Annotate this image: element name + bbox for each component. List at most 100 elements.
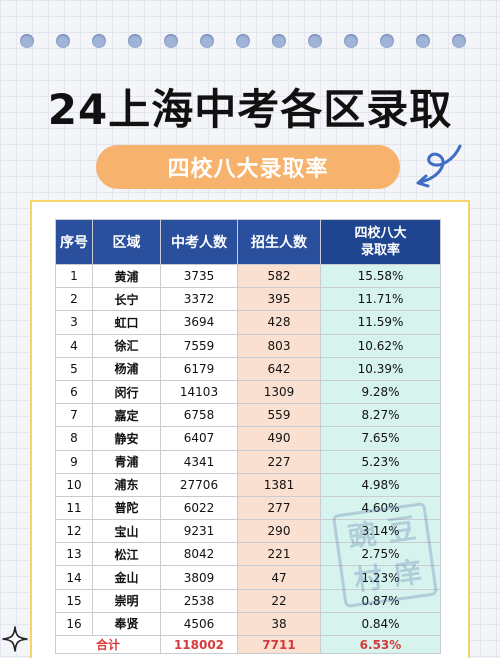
row-index: 1 <box>55 263 93 289</box>
row-district: 杨浦 <box>92 356 161 381</box>
total-row: 合计 118002 7711 6.53% <box>55 635 441 654</box>
row-enroll-count: 221 <box>237 542 321 567</box>
table-row: 9 青浦 4341 227 5.23% <box>55 449 441 474</box>
row-rate: 9.28% <box>320 379 441 405</box>
table-row: 12 宝山 9231 290 3.14% <box>55 519 441 544</box>
page-title: 24上海中考各区录取 <box>47 85 453 134</box>
row-district: 松江 <box>92 542 161 567</box>
row-rate: 15.58% <box>320 263 441 289</box>
row-rate: 8.27% <box>320 403 441 428</box>
row-district: 黄浦 <box>92 263 161 289</box>
total-rate: 6.53% <box>320 635 441 654</box>
row-exam-count: 6407 <box>160 426 238 451</box>
table-row: 6 闵行 14103 1309 9.28% <box>55 379 441 405</box>
row-district: 闵行 <box>92 379 161 405</box>
row-enroll-count: 290 <box>237 519 321 544</box>
binder-hole <box>380 34 394 48</box>
row-enroll-count: 1381 <box>237 472 321 497</box>
row-index: 7 <box>55 403 93 428</box>
row-rate: 0.87% <box>320 588 441 613</box>
binder-hole <box>164 34 178 48</box>
row-district: 嘉定 <box>92 403 161 428</box>
row-district: 奉贤 <box>92 611 161 637</box>
row-rate: 2.75% <box>320 542 441 567</box>
row-district: 徐汇 <box>92 333 161 358</box>
binder-hole <box>272 34 286 48</box>
row-exam-count: 4506 <box>160 611 238 637</box>
row-rate: 4.60% <box>320 495 441 521</box>
row-enroll-count: 277 <box>237 495 321 521</box>
binder-hole <box>92 34 106 48</box>
table-row: 13 松江 8042 221 2.75% <box>55 542 441 567</box>
table-row: 14 金山 3809 47 1.23% <box>55 565 441 590</box>
row-rate: 11.71% <box>320 287 441 312</box>
row-exam-count: 6758 <box>160 403 238 428</box>
row-index: 2 <box>55 287 93 312</box>
row-exam-count: 8042 <box>160 542 238 567</box>
row-exam-count: 9231 <box>160 519 238 544</box>
table-row: 15 崇明 2538 22 0.87% <box>55 588 441 613</box>
row-district: 浦东 <box>92 472 161 497</box>
row-exam-count: 7559 <box>160 333 238 358</box>
row-exam-count: 3694 <box>160 310 238 335</box>
row-rate: 0.84% <box>320 611 441 637</box>
row-index: 13 <box>55 542 93 567</box>
header-district: 区域 <box>92 219 161 265</box>
table-row: 7 嘉定 6758 559 8.27% <box>55 403 441 428</box>
row-index: 6 <box>55 379 93 405</box>
header-rate-text: 四校八大 录取率 <box>354 226 407 258</box>
row-enroll-count: 559 <box>237 403 321 428</box>
table-row: 3 虹口 3694 428 11.59% <box>55 310 441 335</box>
subtitle-text: 四校八大录取率 <box>167 157 329 182</box>
table-row: 2 长宁 3372 395 11.71% <box>55 287 441 312</box>
row-district: 青浦 <box>92 449 161 474</box>
row-enroll-count: 395 <box>237 287 321 312</box>
binder-hole <box>308 34 322 48</box>
row-rate: 1.23% <box>320 565 441 590</box>
row-district: 崇明 <box>92 588 161 613</box>
table-header-row: 序号 区域 中考人数 招生人数 四校八大 录取率 <box>55 219 441 265</box>
table-row: 1 黄浦 3735 582 15.58% <box>55 263 441 289</box>
row-rate: 11.59% <box>320 310 441 335</box>
row-exam-count: 27706 <box>160 472 238 497</box>
subtitle-banner: 四校八大录取率 <box>96 145 400 189</box>
row-index: 3 <box>55 310 93 335</box>
row-exam-count: 6022 <box>160 495 238 521</box>
row-district: 静安 <box>92 426 161 451</box>
row-rate: 10.39% <box>320 356 441 381</box>
row-index: 15 <box>55 588 93 613</box>
row-exam-count: 2538 <box>160 588 238 613</box>
table-row: 10 浦东 27706 1381 4.98% <box>55 472 441 497</box>
row-enroll-count: 47 <box>237 565 321 590</box>
binder-hole <box>416 34 430 48</box>
row-exam-count: 3372 <box>160 287 238 312</box>
binder-hole <box>56 34 70 48</box>
binder-hole <box>200 34 214 48</box>
row-exam-count: 14103 <box>160 379 238 405</box>
table-row: 16 奉贤 4506 38 0.84% <box>55 611 441 637</box>
row-index: 9 <box>55 449 93 474</box>
row-rate: 10.62% <box>320 333 441 358</box>
row-index: 5 <box>55 356 93 381</box>
row-index: 16 <box>55 611 93 637</box>
table-row: 8 静安 6407 490 7.65% <box>55 426 441 451</box>
binder-holes <box>20 34 480 54</box>
total-exam-count: 118002 <box>160 635 238 654</box>
row-district: 金山 <box>92 565 161 590</box>
total-enroll-count: 7711 <box>237 635 321 654</box>
row-exam-count: 3735 <box>160 263 238 289</box>
row-district: 普陀 <box>92 495 161 521</box>
row-district: 宝山 <box>92 519 161 544</box>
row-index: 8 <box>55 426 93 451</box>
row-exam-count: 3809 <box>160 565 238 590</box>
row-district: 虹口 <box>92 310 161 335</box>
row-exam-count: 6179 <box>160 356 238 381</box>
row-enroll-count: 642 <box>237 356 321 381</box>
row-enroll-count: 227 <box>237 449 321 474</box>
total-label: 合计 <box>55 635 161 654</box>
row-enroll-count: 803 <box>237 333 321 358</box>
row-enroll-count: 22 <box>237 588 321 613</box>
row-index: 14 <box>55 565 93 590</box>
binder-hole <box>236 34 250 48</box>
row-district: 长宁 <box>92 287 161 312</box>
